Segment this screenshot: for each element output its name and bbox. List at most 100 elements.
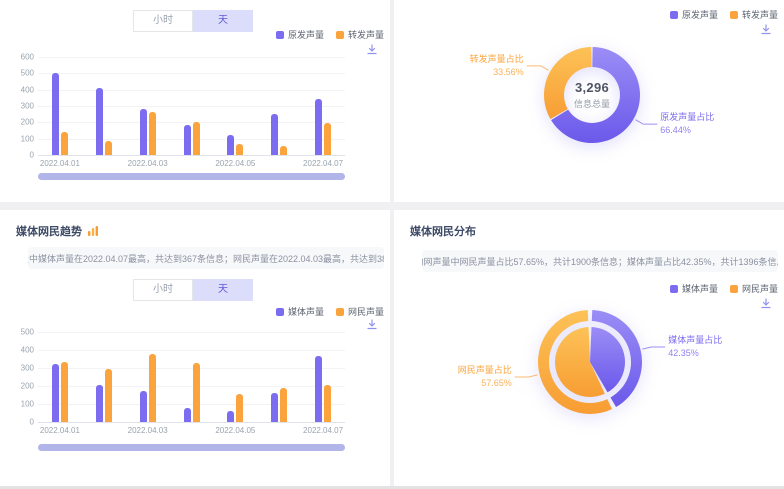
donut-slice-原发声量[interactable]: [551, 47, 640, 143]
legend-label: 转发声量: [347, 30, 384, 40]
bar-网民声量[interactable]: [148, 353, 156, 422]
x-axis-tick: 2022.04.01: [39, 426, 80, 435]
download-image-icon[interactable]: [760, 297, 772, 309]
legend-item-media[interactable]: 媒体声量: [669, 282, 718, 295]
download-image-icon[interactable]: [366, 43, 378, 55]
toggle-hour-button[interactable]: 小时: [133, 279, 193, 301]
toggle-day-button[interactable]: 天: [193, 10, 253, 32]
pie-slice-媒体声量[interactable]: [590, 327, 625, 393]
legend-item-media[interactable]: 媒体声量: [275, 305, 324, 318]
x-axis-tick: 2022.04.03: [127, 426, 168, 435]
bar-原发声量[interactable]: [95, 88, 103, 155]
bar-转发声量[interactable]: [280, 146, 288, 155]
bar-转发声量[interactable]: [104, 141, 112, 155]
y-axis-tick: 100: [20, 399, 34, 409]
bar-转发声量[interactable]: [236, 144, 244, 155]
x-axis-tick: 2022.04.05: [215, 159, 256, 168]
bar-媒体声量[interactable]: [183, 407, 191, 422]
time-granularity-toggle: 小时 天: [133, 279, 253, 301]
bar-媒体声量[interactable]: [271, 393, 279, 422]
donut-svg: [514, 310, 666, 414]
time-granularity-toggle: 小时 天: [133, 10, 253, 32]
legend-item-repost[interactable]: 转发声量: [729, 8, 778, 21]
grid-line: [38, 106, 345, 107]
slice-percent: 66.44%: [660, 125, 691, 136]
bar-原发声量[interactable]: [271, 114, 279, 155]
bar-原发声量[interactable]: [315, 99, 323, 155]
bar-网民声量[interactable]: [324, 385, 332, 422]
summary-text: 互动网声量中网民声量占比57.65%，共计1900条信息；媒体声量占比42.35…: [422, 250, 778, 272]
legend-marker: [335, 30, 344, 39]
panel-origin-repost-share: 原发声量 转发声量 3,296 信息总量 原发声量占比 66.44% 转发声量占…: [394, 0, 784, 202]
download-image-icon[interactable]: [366, 318, 378, 330]
bar-转发声量[interactable]: [148, 111, 156, 155]
bar-网民声量[interactable]: [60, 361, 68, 422]
bar-媒体声量[interactable]: [139, 390, 147, 422]
datazoom-slider[interactable]: [38, 173, 345, 180]
media-netizen-bar-chart: 0 100 200 300 400 500 2022.04.01 2022.04.03 2022…: [21, 328, 345, 435]
legend-item-netizen[interactable]: 网民声量: [335, 305, 384, 318]
y-axis-tick: 600: [20, 52, 34, 62]
legend-label: 原发声量: [287, 30, 324, 40]
label-line: [526, 65, 549, 71]
legend-label: 原发声量: [681, 10, 718, 20]
bar-原发声量[interactable]: [51, 72, 59, 155]
bar-转发声量[interactable]: [60, 132, 68, 155]
chart-legend: 原发声量 转发声量: [669, 8, 778, 21]
toggle-hour-button[interactable]: 小时: [133, 10, 193, 32]
legend-item-repost[interactable]: 转发声量: [335, 28, 384, 41]
panel-title: 媒体网民趋势: [16, 223, 99, 239]
bar-网民声量[interactable]: [192, 362, 200, 422]
x-axis-tick: 2022.04.07: [303, 159, 344, 168]
bar-网民声量[interactable]: [236, 394, 244, 422]
label-line: [635, 119, 658, 125]
donut-svg: [526, 47, 658, 143]
bar-原发声量[interactable]: [139, 109, 147, 155]
datazoom-thumb[interactable]: [38, 444, 345, 451]
label-line: [642, 346, 666, 350]
slice-label-text: 网民声量占比: [457, 364, 512, 375]
bar-媒体声量[interactable]: [51, 364, 59, 422]
datazoom-thumb[interactable]: [38, 173, 345, 180]
grid-line: [38, 368, 345, 369]
toggle-day-button[interactable]: 天: [193, 279, 253, 301]
bar-原发声量[interactable]: [183, 124, 191, 155]
legend-item-origin[interactable]: 原发声量: [275, 28, 324, 41]
bar-媒体声量[interactable]: [227, 411, 235, 422]
panel-media-netizen-share: 媒体网民分布 互动网声量中网民声量占比57.65%，共计1900条信息；媒体声量…: [394, 210, 784, 486]
x-axis-tick: 2022.04.05: [215, 426, 256, 435]
slice-percent: 57.65%: [481, 377, 512, 388]
bar-原发声量[interactable]: [227, 135, 235, 155]
donut-slice-媒体声量[interactable]: [591, 310, 642, 408]
grid-line: [38, 422, 345, 423]
pie-slice-网民声量[interactable]: [555, 327, 605, 397]
grid-line: [38, 155, 345, 156]
media-netizen-nested-donut-chart: 媒体声量占比 42.35% 网民声量占比 57.65%: [394, 210, 784, 486]
origin-repost-bar-chart: 0 100 200 300 400 500 600 2022.04.01 2022.04.03 2…: [21, 53, 345, 168]
grid-line: [38, 350, 345, 351]
bar-媒体声量[interactable]: [315, 355, 323, 422]
download-image-icon[interactable]: [760, 23, 772, 35]
legend-item-netizen[interactable]: 网民声量: [729, 282, 778, 295]
bar-chart-icon: [88, 226, 98, 236]
legend-marker: [669, 10, 678, 19]
legend-label: 媒体声量: [681, 284, 718, 294]
donut-slice-网民声量[interactable]: [538, 310, 613, 414]
legend-item-origin[interactable]: 原发声量: [669, 8, 718, 21]
y-axis-tick: 500: [20, 327, 34, 337]
datazoom-slider[interactable]: [38, 444, 345, 451]
legend-marker: [335, 307, 344, 316]
chart-legend: 媒体声量 网民声量: [275, 305, 384, 318]
bar-媒体声量[interactable]: [95, 385, 103, 422]
donut-slice-转发声量[interactable]: [544, 47, 592, 120]
bar-网民声量[interactable]: [104, 368, 112, 422]
slice-percent: 33.56%: [493, 66, 524, 77]
grid-line: [38, 122, 345, 124]
bar-转发声量[interactable]: [192, 121, 200, 155]
donut-center: 3,296 信息总量: [574, 80, 610, 110]
bar-网民声量[interactable]: [280, 387, 288, 422]
legend-marker: [275, 30, 284, 39]
bar-转发声量[interactable]: [324, 123, 332, 155]
x-axis-tick: 2022.04.01: [39, 159, 80, 168]
